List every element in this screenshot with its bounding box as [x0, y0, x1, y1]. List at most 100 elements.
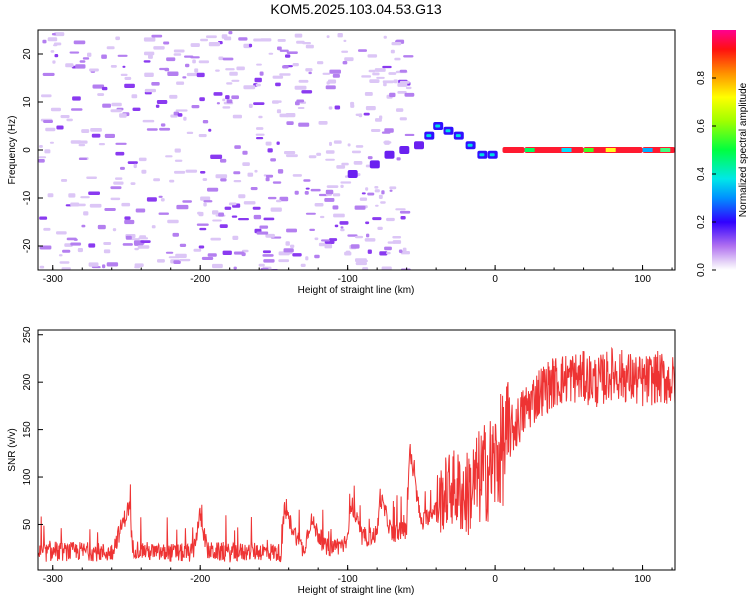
- spectrogram-noise-cell: [279, 73, 291, 76]
- spectrogram-noise-cell: [196, 72, 205, 78]
- spectrogram-noise-cell: [82, 57, 90, 60]
- spectrogram-noise-cell: [397, 82, 408, 87]
- spectrogram-noise-cell: [286, 154, 298, 158]
- x-tick-label: 100: [634, 274, 651, 285]
- spectrogram-noise-cell: [97, 224, 106, 230]
- spectrogram-noise-cell: [115, 177, 123, 180]
- spectrogram-noise-cell: [232, 235, 239, 240]
- spectrogram-noise-cell: [302, 42, 311, 45]
- spectrogram-noise-cell: [253, 214, 262, 220]
- spectrogram-noise-cell: [341, 162, 349, 166]
- spectrogram-noise-cell: [339, 221, 349, 225]
- spectrogram-noise-cell: [177, 113, 183, 117]
- spectrogram-noise-cell: [400, 216, 406, 220]
- spectrogram-noise-cell: [340, 184, 344, 188]
- spectrogram-noise-cell: [153, 178, 160, 182]
- spectrogram-noise-cell: [381, 190, 385, 195]
- spectrogram-noise-cell: [197, 211, 202, 215]
- spectrogram-noise-cell: [350, 244, 360, 249]
- spectrogram-track-mark: [502, 147, 525, 153]
- spectrogram-noise-cell: [318, 121, 328, 125]
- spectrogram-noise-cell: [75, 64, 86, 69]
- spectrogram-noise-cell: [127, 161, 138, 164]
- spectrogram-noise-cell: [222, 98, 226, 102]
- spectrogram-noise-cell: [378, 194, 383, 199]
- spectrogram-noise-cell: [104, 208, 116, 211]
- spectrogram-noise-cell: [241, 252, 246, 257]
- spectrogram-noise-cell: [238, 37, 248, 41]
- spectrogram-noise-cell: [169, 94, 178, 99]
- spectrogram-noise-cell: [133, 163, 137, 169]
- spectrogram-noise-cell: [88, 243, 96, 248]
- spectrogram-noise-cell: [379, 115, 383, 120]
- spectrogram-noise-cell: [225, 68, 235, 71]
- spectrogram-noise-cell: [286, 51, 298, 54]
- spectrogram-track-core: [426, 134, 432, 138]
- spectrogram-noise-cell: [361, 75, 372, 78]
- spectrogram-noise-cell: [111, 102, 122, 107]
- spectrogram-noise-cell: [151, 34, 163, 38]
- spectrogram-noise-cell: [238, 218, 249, 221]
- spectrogram-noise-cell: [365, 106, 376, 111]
- spectrogram-noise-cell: [158, 212, 169, 215]
- spectrogram-noise-cell: [102, 103, 111, 108]
- spectrogram-noise-cell: [305, 68, 313, 72]
- spectrogram-noise-cell: [92, 84, 105, 89]
- spectrogram-noise-cell: [176, 204, 189, 210]
- spectrogram-noise-cell: [207, 187, 219, 192]
- spectrogram-noise-cell: [375, 204, 379, 207]
- spectrogram-noise-cell: [159, 67, 169, 71]
- spectrogram-noise-cell: [104, 133, 115, 138]
- spectrogram-noise-cell: [139, 235, 147, 239]
- spectrogram-noise-cell: [388, 72, 397, 75]
- spectrogram-noise-cell: [87, 52, 92, 57]
- spectrogram-noise-cell: [110, 186, 122, 190]
- spectrogram-noise-cell: [151, 82, 160, 86]
- spectrogram-noise-cell: [110, 197, 121, 201]
- spectrogram-noise-cell: [275, 82, 281, 87]
- spectrogram-noise-cell: [301, 90, 313, 94]
- spectrogram-noise-cell: [201, 256, 214, 260]
- spectrogram-noise-cell: [267, 196, 277, 200]
- spectrogram-y-label: Frequency (Hz): [7, 116, 18, 185]
- spectrogram-noise-cell: [383, 82, 387, 87]
- spectrogram-noise-cell: [283, 248, 294, 253]
- spectrogram-noise-cell: [297, 107, 305, 109]
- spectrogram-noise-cell: [340, 181, 352, 184]
- spectrogram-noise-cell: [66, 118, 73, 122]
- spectrogram-noise-cell: [173, 260, 181, 264]
- spectrogram-noise-cell: [296, 99, 305, 103]
- spectrogram-noise-cell: [364, 238, 376, 242]
- spectrogram-noise-cell: [175, 253, 187, 258]
- spectrogram-noise-cell: [399, 210, 411, 214]
- spectrogram-noise-cell: [386, 217, 395, 222]
- spectrogram-x-ticks: -300 -200 -100 0 100: [43, 265, 673, 285]
- spectrogram-noise-cell: [103, 242, 112, 245]
- spectrogram-noise-cell: [102, 264, 106, 269]
- spectrogram-noise-cell: [300, 263, 306, 267]
- spectrogram-noise-cell: [151, 225, 156, 229]
- spectrogram-noise-cell: [248, 103, 253, 108]
- spectrogram-noise-cell: [325, 150, 335, 154]
- spectrogram-noise-cell: [115, 142, 127, 145]
- spectrogram-noise-cell: [155, 104, 160, 108]
- y-tick-label: 250: [22, 326, 33, 343]
- x-tick-label: -100: [338, 274, 358, 285]
- spectrogram-noise-cell: [115, 36, 120, 41]
- spectrogram-noise-cell: [176, 81, 185, 85]
- spectrogram-noise-cell: [221, 34, 228, 39]
- colorbar-tick-label: 0.6: [696, 119, 707, 133]
- spectrogram-noise-cell: [182, 76, 187, 79]
- spectrogram-noise-cell: [369, 79, 380, 83]
- spectrogram-noise-cell: [172, 232, 179, 237]
- spectrogram-noise-cell: [389, 92, 396, 98]
- spectrogram-noise-cell: [382, 80, 394, 84]
- spectrogram-noise-cell: [224, 206, 232, 210]
- spectrogram-noise-cell: [332, 193, 341, 197]
- spectrogram-noise-cell: [341, 50, 349, 53]
- spectrogram-noise-cell: [231, 95, 239, 100]
- spectrogram-noise-cell: [54, 32, 65, 37]
- spectrogram-noise-cell: [202, 178, 208, 181]
- spectrogram-noise-cell: [405, 86, 412, 90]
- x-tick-label: 100: [634, 574, 651, 585]
